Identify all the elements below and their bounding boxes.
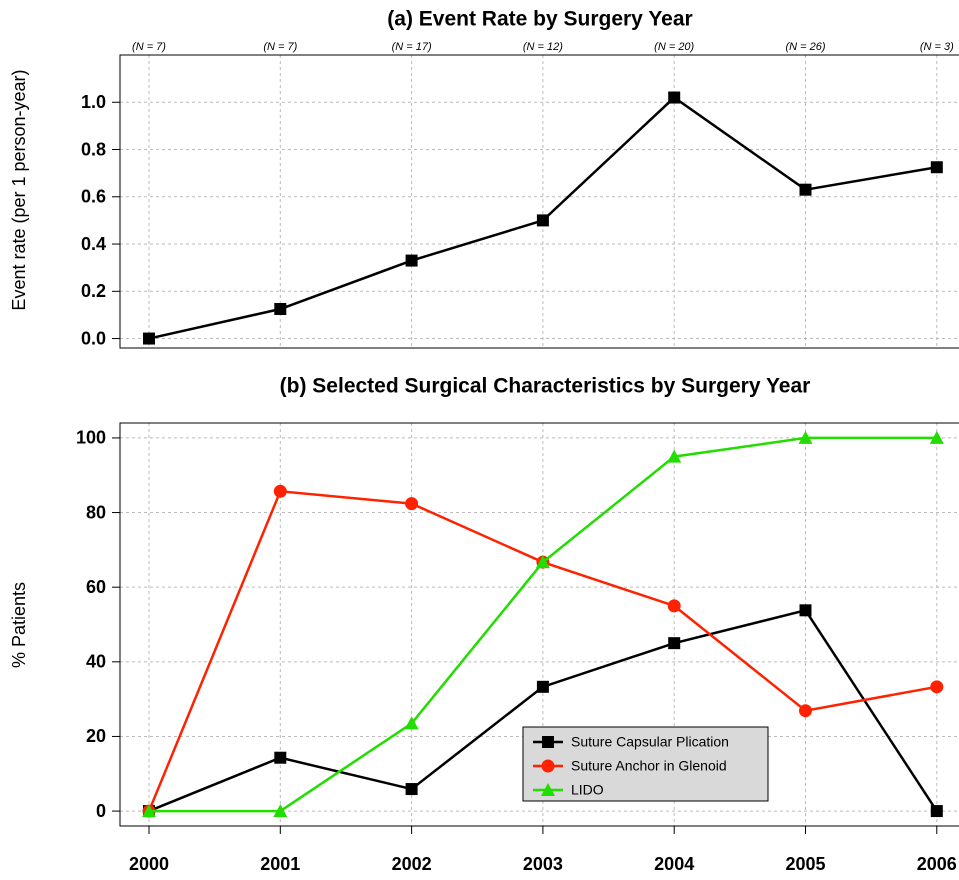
marker <box>668 91 681 104</box>
annotation: (N = 26) <box>785 41 825 53</box>
x-tick-label: 2002 <box>392 854 432 874</box>
y-tick-label: 20 <box>86 726 106 746</box>
marker <box>798 430 813 444</box>
marker <box>536 214 549 227</box>
x-tick-label: 2005 <box>785 854 825 874</box>
marker <box>930 680 944 694</box>
marker <box>929 430 944 444</box>
y-tick-label: 0.6 <box>81 187 106 207</box>
marker <box>143 332 155 345</box>
marker <box>668 637 681 650</box>
legend-label: Suture Anchor in Glenoid <box>571 758 727 774</box>
marker <box>405 497 419 511</box>
marker <box>142 804 156 818</box>
y-tick-label: 80 <box>86 502 106 522</box>
legend-marker <box>541 759 555 773</box>
marker <box>274 751 287 764</box>
plot-frame <box>119 54 959 349</box>
marker <box>273 484 287 498</box>
marker <box>799 604 812 617</box>
marker <box>274 303 287 316</box>
y-tick-label: 0.4 <box>81 234 106 254</box>
marker <box>535 555 550 569</box>
x-tick-label: 2004 <box>654 854 694 874</box>
annotation: (N = 3) <box>920 41 954 53</box>
marker <box>799 183 812 196</box>
y-tick-label: 40 <box>86 652 106 672</box>
legend-box <box>522 726 769 802</box>
chart-title: (b) Selected Surgical Characteristics by… <box>280 375 811 398</box>
marker <box>930 161 943 174</box>
marker <box>273 804 288 818</box>
y-tick-label: 0.8 <box>81 139 106 159</box>
y-axis-label: Event rate (per 1 person-year) <box>9 69 29 310</box>
annotation: (N = 20) <box>654 41 694 53</box>
x-tick-label: 2003 <box>523 854 563 874</box>
marker <box>930 805 943 818</box>
legend-marker <box>542 736 554 748</box>
marker <box>799 704 812 718</box>
marker <box>667 449 682 463</box>
legend-label: LIDO <box>571 782 604 798</box>
x-tick-label: 2001 <box>260 854 300 874</box>
y-axis-label: % Patients <box>9 582 29 668</box>
marker <box>667 599 681 613</box>
x-tick-label: 2006 <box>917 854 957 874</box>
marker <box>404 716 419 730</box>
annotation: (N = 7) <box>132 41 166 53</box>
y-tick-label: 100 <box>76 428 106 448</box>
y-tick-label: 0.0 <box>81 328 106 348</box>
y-tick-label: 1.0 <box>81 92 106 112</box>
annotation: (N = 12) <box>523 41 563 53</box>
chart-title: (a) Event Rate by Surgery Year <box>387 8 692 31</box>
x-tick-label: 2000 <box>129 854 169 874</box>
legend-marker <box>541 783 555 796</box>
marker <box>536 680 549 693</box>
plot-frame <box>119 422 959 827</box>
legend-label: Suture Capsular Plication <box>571 734 729 750</box>
marker <box>405 254 418 267</box>
y-tick-label: 60 <box>86 577 106 597</box>
annotation: (N = 17) <box>392 41 432 53</box>
y-tick-label: 0 <box>96 801 106 821</box>
y-tick-label: 0.2 <box>81 281 106 301</box>
marker <box>405 783 418 796</box>
annotation: (N = 7) <box>263 41 297 53</box>
